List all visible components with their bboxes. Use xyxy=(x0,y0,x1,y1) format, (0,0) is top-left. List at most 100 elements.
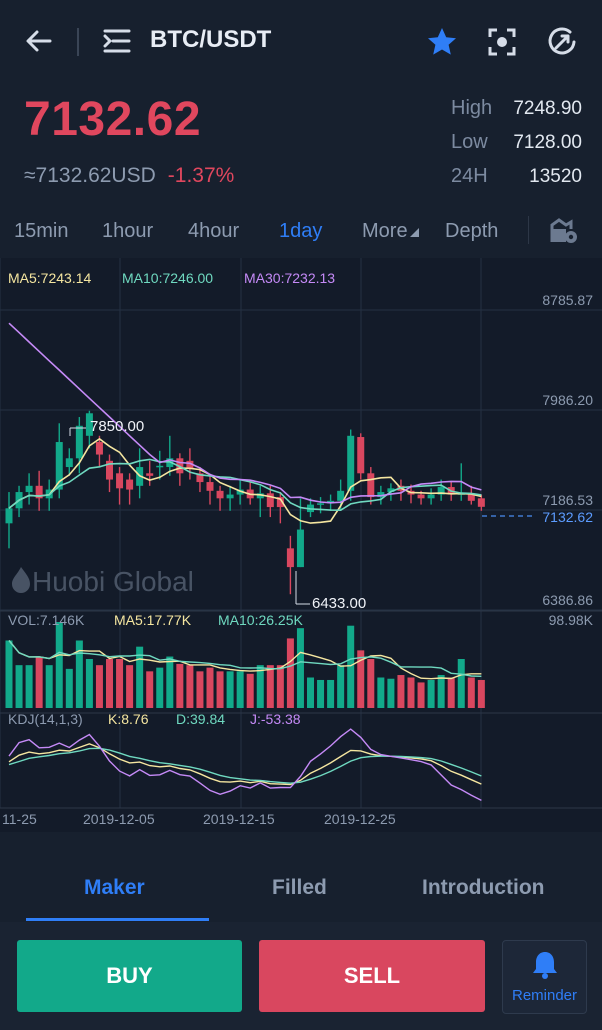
kdj-k-legend: K:8.76 xyxy=(108,711,149,727)
tab-filled[interactable]: Filled xyxy=(272,876,327,899)
volume-bar-31 xyxy=(317,679,325,708)
header-divider xyxy=(77,28,79,56)
candle-body-5 xyxy=(55,442,63,490)
candle-body-8 xyxy=(85,413,93,436)
kline-chart-canvas[interactable] xyxy=(0,258,602,832)
candle-body-9 xyxy=(95,442,103,455)
candle-body-42 xyxy=(427,494,435,499)
ma10-legend: MA10:7246.00 xyxy=(122,270,214,286)
huobi-flame-icon xyxy=(12,567,30,593)
volume-bar-4 xyxy=(45,665,53,708)
volume-bar-38 xyxy=(387,678,395,708)
volume-bar-7 xyxy=(75,640,83,708)
kdj-lines xyxy=(8,728,482,802)
volume-bar-28 xyxy=(286,638,294,708)
volume-bar-22 xyxy=(226,671,234,708)
tab-1hour[interactable]: 1hour xyxy=(102,220,154,242)
candle-body-22 xyxy=(226,494,234,499)
volume-bar-24 xyxy=(246,673,254,708)
tab-15min[interactable]: 15min xyxy=(14,220,69,242)
tab-depth[interactable]: Depth xyxy=(445,220,499,242)
dropdown-corner-icon xyxy=(409,228,419,237)
volume-bar-36 xyxy=(367,659,375,708)
volume-bar-11 xyxy=(116,659,124,708)
chart-grid xyxy=(0,258,602,809)
active-tab-underline xyxy=(26,918,209,921)
trading-pair-title[interactable]: BTC/USDT xyxy=(150,26,272,53)
volume-bar-9 xyxy=(95,665,103,708)
volume-bar-32 xyxy=(327,679,335,708)
chart-settings-icon[interactable] xyxy=(548,216,580,246)
volume-bar-43 xyxy=(437,675,445,708)
tabs-separator xyxy=(528,216,529,244)
volume-bar-34 xyxy=(347,625,355,708)
star-icon[interactable] xyxy=(424,24,460,60)
volume-bar-26 xyxy=(266,665,274,708)
refresh-icon[interactable] xyxy=(544,24,580,60)
candle-body-43 xyxy=(437,487,445,495)
volume-bar-35 xyxy=(357,650,365,708)
back-arrow-icon[interactable] xyxy=(20,22,58,60)
date-tick-4: 2019-12-25 xyxy=(324,811,396,827)
candle-body-35 xyxy=(357,437,365,474)
candle-body-23 xyxy=(236,489,244,495)
timeframe-tabs: 15min 1hour 4hour 1day More Depth xyxy=(0,208,602,256)
candle-body-15 xyxy=(156,465,164,468)
high-value: 7248.90 xyxy=(513,98,582,119)
reminder-button[interactable]: Reminder xyxy=(502,940,587,1014)
volume-bar-1 xyxy=(15,665,23,708)
volume-bar-25 xyxy=(256,665,264,708)
tab-introduction[interactable]: Introduction xyxy=(422,876,545,899)
candle-body-3 xyxy=(35,485,43,499)
low-value: 7128.00 xyxy=(513,132,582,153)
volume-bars xyxy=(5,622,485,708)
volume-bar-2 xyxy=(25,665,33,708)
candle-body-2 xyxy=(25,485,33,493)
candle-body-28 xyxy=(286,548,294,568)
candle-body-29 xyxy=(296,529,304,568)
volume-bar-0 xyxy=(5,640,13,708)
candle-body-36 xyxy=(367,473,375,498)
volume-bar-14 xyxy=(146,671,154,708)
high-label: High xyxy=(451,97,493,119)
tab-1day[interactable]: 1day xyxy=(279,220,323,242)
last-price: 7132.62 xyxy=(24,93,202,146)
volume-bar-37 xyxy=(377,677,385,708)
ma30-legend: MA30:7232.13 xyxy=(244,270,336,286)
volume-ma10-legend: MA10:26.25K xyxy=(218,612,303,628)
candle-body-26 xyxy=(266,493,274,508)
candle-body-20 xyxy=(206,482,214,491)
buy-button[interactable]: BUY xyxy=(17,940,242,1012)
candle-body-27 xyxy=(276,497,284,508)
volume-ma5-legend: MA5:17.77K xyxy=(114,612,192,628)
price-subline: ≈7132.62USD -1.37% xyxy=(24,164,234,188)
candle-body-46 xyxy=(467,493,475,501)
volume-ma5-line xyxy=(8,640,482,680)
volume-bar-41 xyxy=(417,682,425,708)
volume-max-label: 98.98K xyxy=(548,612,593,628)
volume-bar-13 xyxy=(136,646,144,708)
candle-body-33 xyxy=(337,490,345,501)
volume-24h-label: 24H xyxy=(451,165,488,187)
volume-bar-19 xyxy=(196,671,204,708)
candle-body-18 xyxy=(186,460,194,469)
tab-more-label: More xyxy=(362,220,408,242)
ma5-legend: MA5:7243.14 xyxy=(8,270,92,286)
fullscreen-icon[interactable] xyxy=(484,24,520,60)
ma30-line xyxy=(8,322,482,504)
candle-body-0 xyxy=(5,508,13,524)
menu-list-icon[interactable] xyxy=(100,24,134,58)
tab-more[interactable]: More xyxy=(362,220,419,243)
tab-4hour[interactable]: 4hour xyxy=(188,220,240,242)
volume-bar-46 xyxy=(467,677,475,708)
ma-lines xyxy=(8,322,482,680)
date-tick-1: 11-25 xyxy=(2,811,37,827)
candle-body-19 xyxy=(196,473,204,483)
sell-button[interactable]: SELL xyxy=(259,940,485,1012)
volume-bar-40 xyxy=(407,677,415,708)
candle-body-38 xyxy=(387,488,395,493)
watermark-text: Huobi Global xyxy=(32,566,194,597)
kdj-d-legend: D:39.84 xyxy=(176,711,226,727)
volume-bar-23 xyxy=(236,671,244,708)
tab-maker[interactable]: Maker xyxy=(84,876,145,899)
